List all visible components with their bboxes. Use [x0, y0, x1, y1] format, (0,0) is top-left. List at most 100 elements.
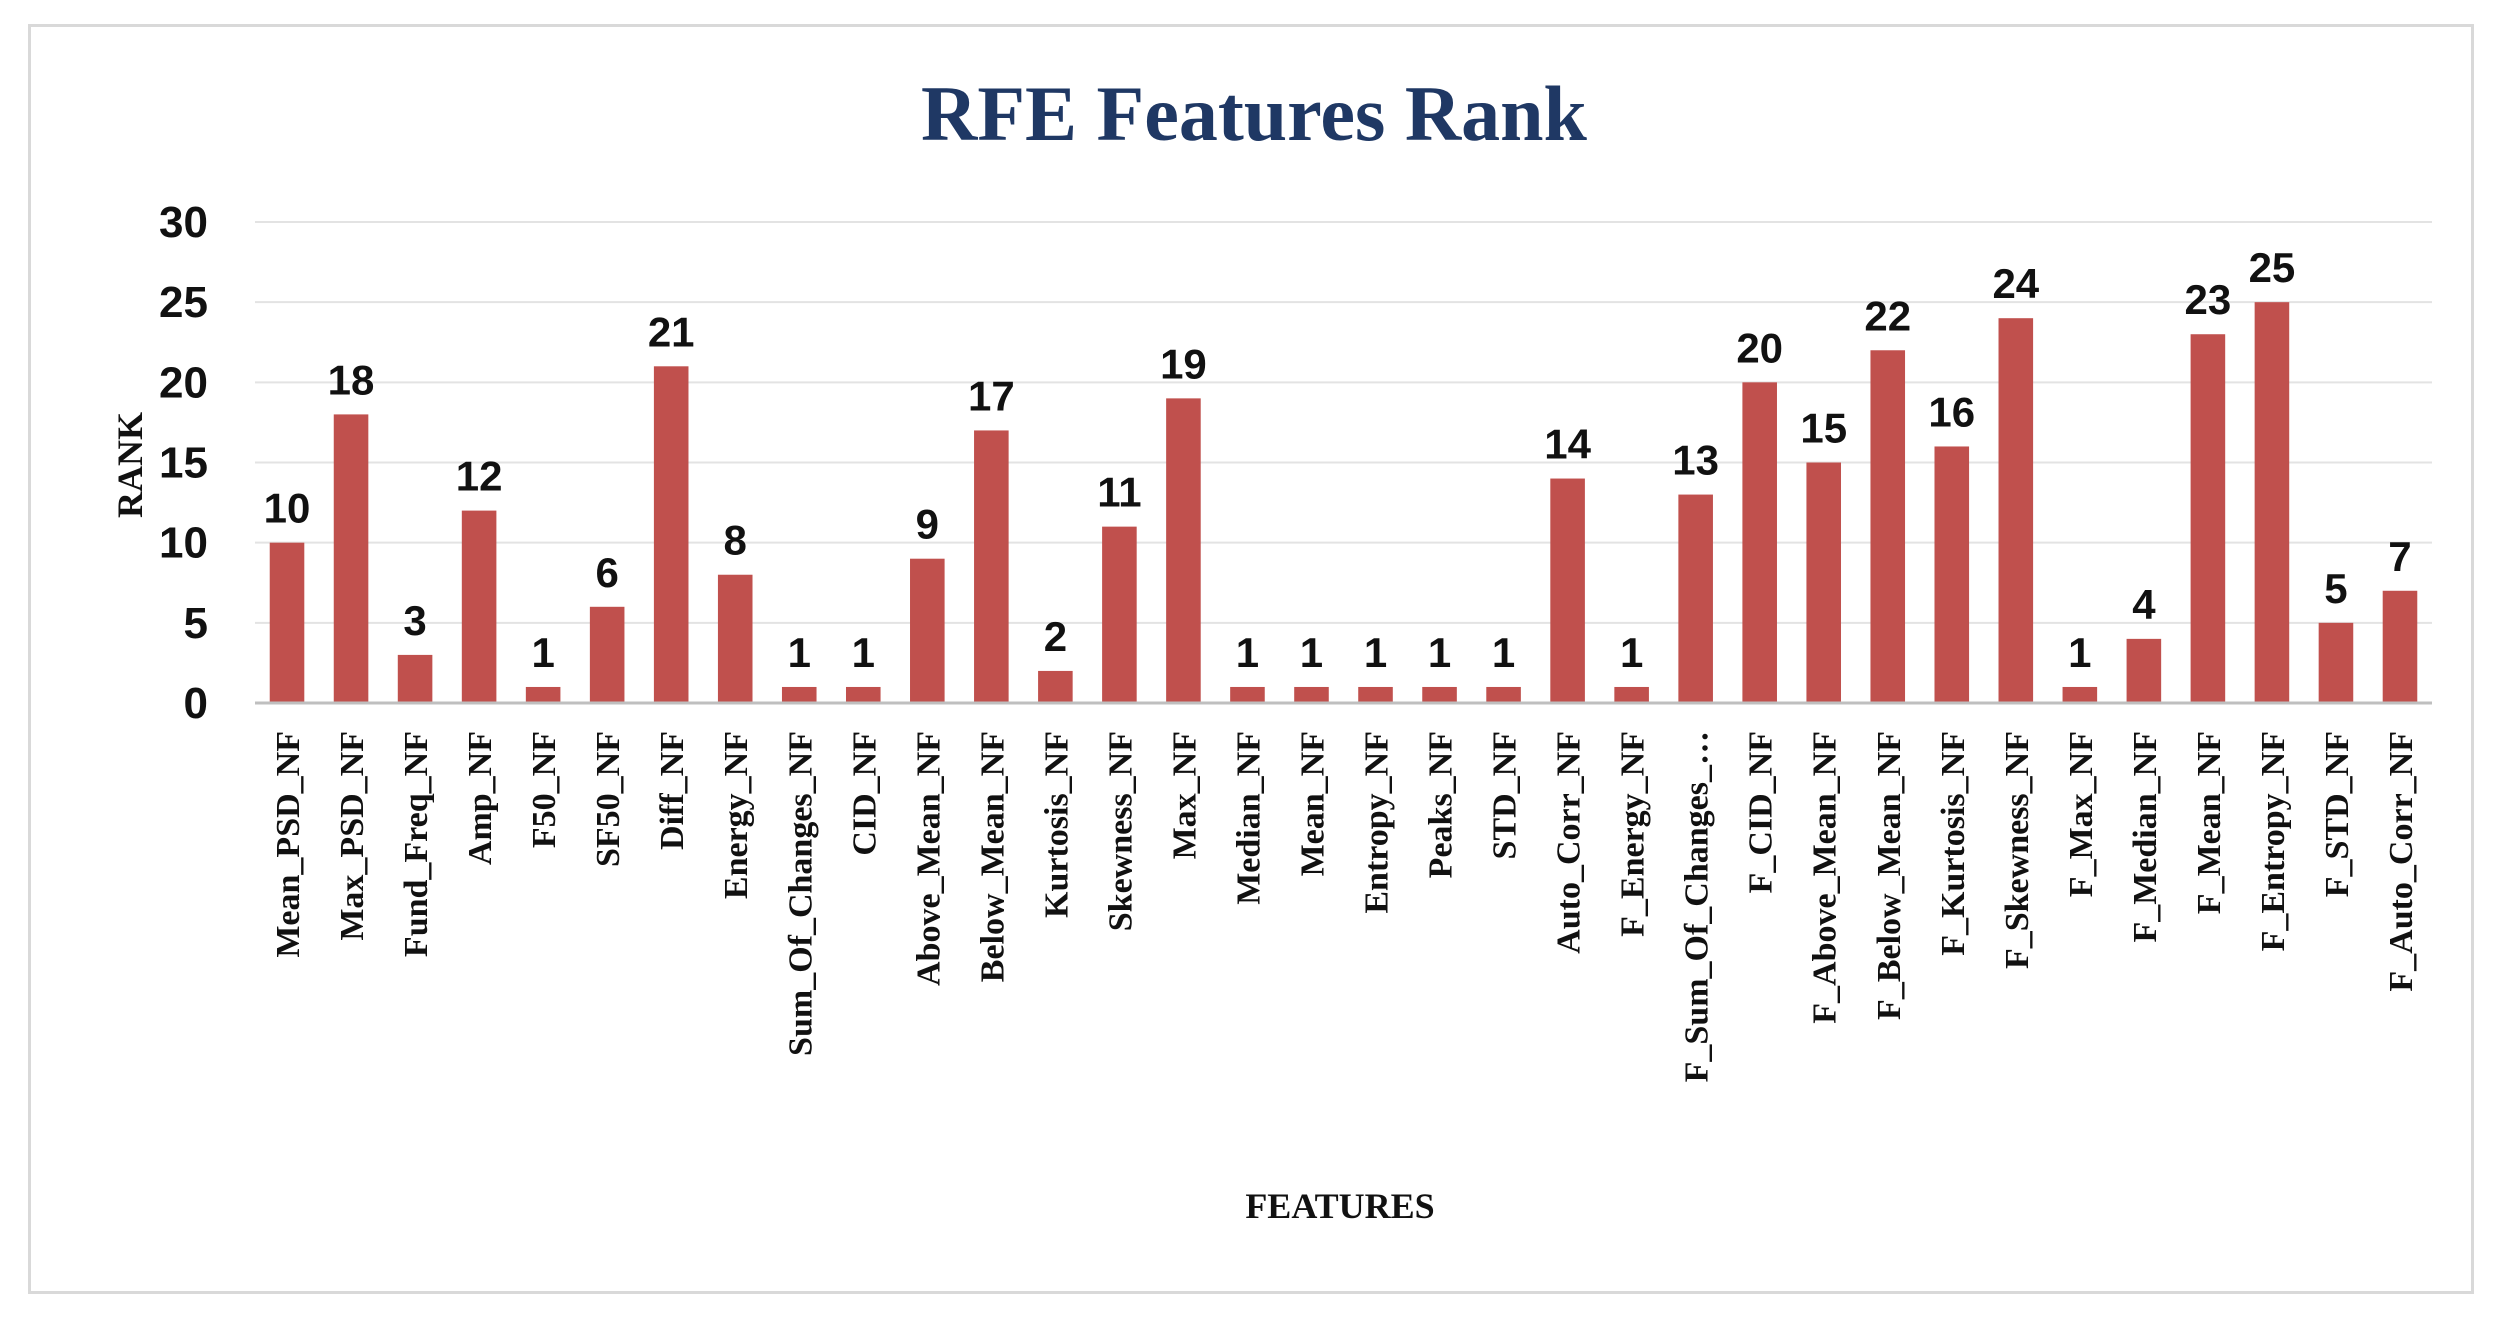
- y-tick-label: 30: [159, 198, 208, 247]
- x-axis-label: FEATURES: [1245, 1186, 1434, 1226]
- x-tick-label: F_Max_NF: [2063, 731, 2100, 897]
- data-label: 1: [1300, 629, 1323, 676]
- bar: [1614, 686, 1649, 703]
- y-axis-label: RANK: [110, 412, 150, 518]
- data-label: 12: [456, 453, 503, 500]
- bar: [845, 686, 881, 703]
- bar: [461, 510, 497, 703]
- bar: [2382, 590, 2418, 703]
- x-tick-label: F_Kurtosis_NF: [1935, 731, 1972, 956]
- x-tick-label: Peaks_NF: [1423, 731, 1460, 878]
- data-label: 24: [1992, 260, 2039, 307]
- bar: [717, 574, 753, 703]
- bar: [1294, 686, 1329, 703]
- y-axis-ticks: 0 5 10 15 20 25 30: [159, 198, 208, 728]
- data-label: 9: [916, 501, 939, 548]
- x-tick-label: Sum_Of_Changes_NF: [782, 731, 819, 1056]
- data-label: 20: [1736, 324, 1783, 371]
- data-label: 10: [264, 485, 311, 532]
- bar: [1806, 462, 1842, 703]
- x-tick-label: F_Skewness_NF: [1999, 731, 2036, 969]
- y-tick-label: 10: [159, 519, 208, 568]
- x-tick-label: SF50_NF: [590, 731, 627, 867]
- data-label: 15: [1800, 405, 1847, 452]
- bar: [397, 654, 433, 703]
- x-tick-label: Below_Mean_NF: [974, 731, 1011, 982]
- bar: [269, 542, 305, 703]
- bar: [1166, 398, 1201, 703]
- y-tick-label: 0: [184, 679, 208, 728]
- data-label: 6: [595, 549, 618, 596]
- bar: [1486, 686, 1521, 703]
- bar: [1550, 478, 1585, 703]
- bar: [974, 430, 1009, 703]
- x-axis-ticks: Mean_PSD_NF Max_PSD_NF Fund_Freq_NF Amp_NF F…: [270, 731, 2420, 1082]
- x-tick-label: F_Above_Mean_NF: [1807, 731, 1844, 1024]
- x-tick-label: Max_PSD_NF: [334, 731, 371, 941]
- x-tick-label: F_Median_NF: [2127, 731, 2164, 943]
- data-label: 1: [1492, 629, 1515, 676]
- y-tick-label: 20: [159, 358, 208, 407]
- x-tick-label: F_Energy_NF: [1615, 731, 1652, 937]
- data-label: 16: [1928, 388, 1975, 435]
- bar: [2062, 686, 2098, 703]
- bar: [1038, 670, 1073, 703]
- x-tick-label: F50_NF: [526, 731, 563, 848]
- data-label: 1: [531, 629, 554, 676]
- y-tick-label: 15: [159, 439, 208, 488]
- data-label: 1: [1364, 629, 1387, 676]
- x-tick-label: F_Sum_Of_Changes_…: [1679, 731, 1716, 1082]
- bar: [1678, 494, 1713, 703]
- x-tick-label: Above_Mean_NF: [910, 731, 947, 986]
- bar: [1422, 686, 1457, 703]
- x-tick-label: Mean_NF: [1294, 731, 1331, 876]
- bar: [2126, 638, 2162, 703]
- bar: [1934, 446, 1970, 703]
- data-label: 5: [2324, 565, 2347, 612]
- x-tick-label: Fund_Freq_NF: [398, 731, 435, 957]
- bar: [781, 686, 817, 703]
- x-tick-label: CID_NF: [846, 731, 883, 856]
- x-tick-label: F_Entropy_NF: [2255, 731, 2292, 951]
- x-tick-label: F_Mean_NF: [2191, 731, 2228, 914]
- x-tick-label: Diff_NF: [654, 731, 691, 850]
- bar: [1230, 686, 1265, 703]
- x-tick-label: Auto_Corr_NF: [1551, 731, 1588, 954]
- data-label: 3: [403, 597, 426, 644]
- bar: [1870, 350, 1906, 703]
- data-label: 1: [1236, 629, 1259, 676]
- data-label: 7: [2388, 533, 2411, 580]
- data-label: 11: [1097, 469, 1141, 516]
- bar: [1998, 318, 2034, 703]
- x-tick-label: Mean_PSD_NF: [270, 731, 307, 958]
- x-tick-label: Energy_NF: [718, 731, 755, 899]
- data-label: 4: [2132, 581, 2156, 628]
- data-label: 1: [852, 629, 875, 676]
- data-label: 19: [1160, 340, 1207, 387]
- data-label: 2: [1044, 613, 1067, 660]
- data-label: 21: [648, 308, 695, 355]
- bar: [1358, 686, 1393, 703]
- bar: [2254, 302, 2290, 703]
- gridlines: [255, 221, 2432, 624]
- data-label: 1: [1620, 629, 1643, 676]
- x-tick-label: Skewness_NF: [1102, 731, 1139, 931]
- x-tick-label: Max_NF: [1166, 731, 1203, 859]
- bar: [653, 366, 689, 703]
- bar: [2318, 622, 2354, 703]
- bar: [1102, 526, 1137, 703]
- x-tick-label: Amp_NF: [462, 731, 499, 865]
- bar: [333, 414, 369, 703]
- y-tick-label: 25: [159, 278, 208, 327]
- bar: [589, 606, 625, 703]
- data-label: 13: [1672, 437, 1719, 484]
- x-tick-label: Entropy_NF: [1359, 731, 1396, 914]
- data-label: 17: [968, 372, 1015, 419]
- data-label: 8: [724, 517, 747, 564]
- chart-title: RFE Features Rank: [921, 70, 1588, 157]
- bars: [269, 302, 2418, 703]
- bar: [1742, 382, 1777, 703]
- x-tick-label: Kurtosis_NF: [1038, 731, 1075, 918]
